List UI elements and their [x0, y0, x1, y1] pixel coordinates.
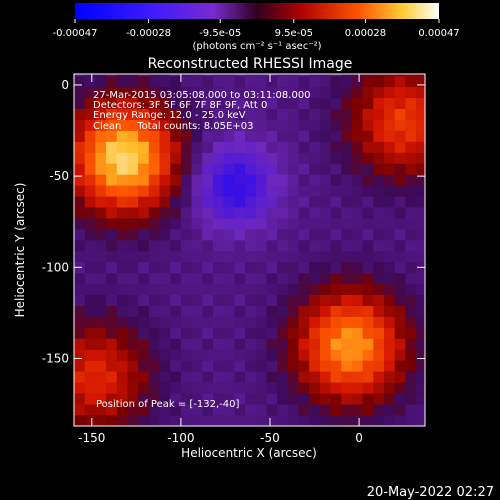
x-axis-label: Heliocentric X (arcsec)	[181, 446, 317, 460]
x-tick-label: -100	[167, 431, 194, 445]
colorbar-tick-label: 9.5e-05	[275, 28, 313, 39]
axis-ticks: -150 -100 -50 0 0 -50 -100 -150	[42, 74, 425, 445]
y-tick-label: -100	[42, 260, 69, 274]
annotation-time-range: 27-Mar-2015 03:05:08.000 to 03:11:08.000	[93, 90, 311, 101]
x-tick-label: -50	[260, 431, 280, 445]
peak-position-label: Position of Peak = [-132,-40]	[96, 399, 240, 410]
plot-frame	[73, 73, 426, 427]
annotation-total-counts: Clean Total counts: 8.05E+03	[93, 121, 253, 132]
colorbar-tick-label: 0.00028	[345, 28, 386, 39]
heatmap-image	[74, 74, 425, 426]
y-tick-label: -50	[49, 169, 69, 183]
annotation-detectors: Detectors: 3F 5F 6F 7F 8F 9F, Att 0	[93, 100, 267, 111]
x-tick-label: 0	[355, 431, 363, 445]
x-tick-label: -150	[78, 431, 105, 445]
colorbar-tick-label: -0.00047	[53, 28, 98, 39]
colorbar-tick-label: -9.5e-05	[199, 28, 241, 39]
y-tick-label: 0	[61, 78, 69, 92]
colorbar	[75, 3, 439, 19]
colorbar-tick-label: 0.00047	[418, 28, 459, 39]
colorbar-tick-label: -0.00028	[126, 28, 171, 39]
chart-title: Reconstructed RHESSI Image	[148, 56, 353, 72]
colorbar-ticks: -0.00047 -0.00028 -9.5e-05 9.5e-05 0.00028 0.…	[53, 19, 460, 39]
y-tick-label: -150	[42, 352, 69, 366]
y-axis-label: Heliocentric Y (arcsec)	[13, 183, 27, 318]
footer-timestamp: 20-May-2022 02:27	[367, 485, 494, 500]
colorbar-unit-label: (photons cm⁻² s⁻¹ asec⁻²)	[192, 41, 321, 52]
annotation-energy-range: Energy Range: 12.0 - 25.0 keV	[93, 110, 246, 121]
